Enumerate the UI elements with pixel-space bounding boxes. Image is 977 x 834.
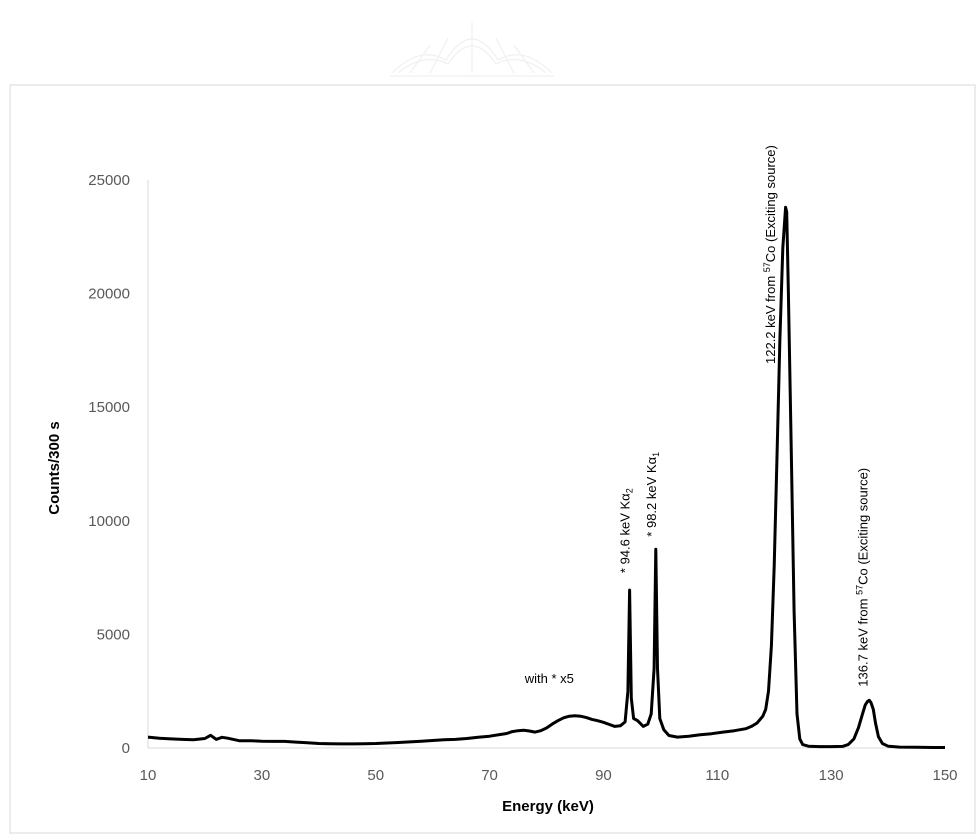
annotation-part: 57 bbox=[762, 262, 772, 272]
x-tick-label: 110 bbox=[705, 767, 729, 784]
y-tick-label: 0 bbox=[122, 740, 130, 757]
annotation-peak-94: * 94.6 keV Kα2 bbox=[618, 488, 635, 573]
annotation-part: Co (Exciting source) bbox=[856, 468, 871, 585]
peak-annotations: * 94.6 keV Kα2 * 98.2 keV Kα1 122.2 keV fr… bbox=[524, 145, 871, 687]
annotation-part: 1 bbox=[651, 452, 661, 457]
annotation-part: 136.7 keV from bbox=[856, 595, 871, 687]
y-tick-label: 10000 bbox=[88, 513, 130, 530]
annotation-note-x5: with * x5 bbox=[524, 671, 574, 686]
y-axis-title: Counts/300 s bbox=[46, 421, 63, 514]
x-tick-label: 30 bbox=[254, 767, 271, 784]
x-tick-label: 150 bbox=[932, 767, 957, 784]
annotation-part: 57 bbox=[855, 585, 865, 595]
annotation-part: Co (Exciting source) bbox=[763, 145, 778, 262]
watermark-emblem bbox=[390, 22, 554, 77]
x-tick-label: 130 bbox=[819, 767, 844, 784]
x-tick-label: 90 bbox=[595, 767, 612, 784]
series-line bbox=[147, 205, 945, 749]
annotation-peak-98: * 98.2 keV Kα1 bbox=[644, 452, 661, 537]
x-tick-label: 70 bbox=[481, 767, 498, 784]
y-tick-labels: 0 5000 10000 15000 20000 25000 bbox=[88, 172, 130, 757]
x-tick-label: 10 bbox=[140, 767, 157, 784]
x-tick-labels: 10 30 50 70 90 110 130 150 bbox=[140, 767, 958, 784]
x-axis-title: Energy (keV) bbox=[502, 798, 594, 815]
annotation-part: 2 bbox=[625, 488, 635, 493]
x-tick-label: 50 bbox=[367, 767, 384, 784]
annotation-part: * 98.2 keV Kα bbox=[644, 456, 659, 536]
chart-frame bbox=[9, 84, 976, 834]
y-tick-label: 5000 bbox=[97, 626, 130, 643]
annotation-part: * 94.6 keV Kα bbox=[618, 493, 633, 573]
annotation-part: 122.2 keV from bbox=[763, 272, 778, 364]
y-tick-label: 15000 bbox=[88, 399, 130, 416]
y-tick-label: 25000 bbox=[88, 172, 130, 189]
annotation-peak-122: 122.2 keV from 57Co (Exciting source) bbox=[762, 145, 778, 364]
annotation-peak-136: 136.7 keV from 57Co (Exciting source) bbox=[855, 468, 871, 687]
y-tick-label: 20000 bbox=[88, 286, 130, 303]
